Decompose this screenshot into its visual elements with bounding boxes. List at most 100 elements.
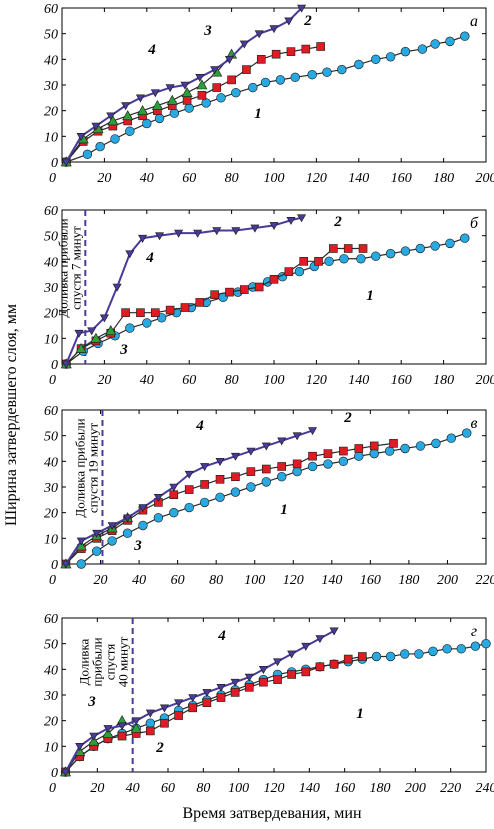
series-1-label: 1 xyxy=(366,288,374,304)
series-4-point xyxy=(230,678,240,687)
series-1-point xyxy=(125,323,135,333)
x-tick-label: 220 xyxy=(440,781,461,796)
series-4-point xyxy=(76,537,86,546)
series-2-point xyxy=(121,308,130,317)
y-tick-label: 30 xyxy=(43,689,58,704)
x-tick-label: 0 xyxy=(49,171,56,186)
series-1-point xyxy=(142,118,152,129)
series-4-point xyxy=(286,216,296,225)
series-4-point xyxy=(184,470,194,479)
series-2-point xyxy=(169,490,179,500)
x-tick-label: 140 xyxy=(348,171,369,186)
series-2-point xyxy=(215,474,225,484)
series-4-point xyxy=(106,112,116,121)
x-tick-label: 60 xyxy=(182,171,196,186)
series-1-point xyxy=(154,113,165,124)
series-1-point xyxy=(400,46,411,57)
series-4-point xyxy=(269,25,279,34)
series-3-point xyxy=(130,722,142,733)
series-1-point xyxy=(260,77,271,88)
series-4-point xyxy=(159,704,169,713)
series-4-point xyxy=(277,437,287,446)
series-4-point xyxy=(195,74,205,82)
series-1-point xyxy=(369,448,379,459)
series-3-label: 3 xyxy=(203,23,212,39)
plot-frame xyxy=(61,209,487,365)
series-1-point xyxy=(414,649,424,659)
series-1-point xyxy=(125,126,135,136)
x-tick-label: 220 xyxy=(476,573,494,588)
series-2-point xyxy=(343,654,353,664)
series-4 xyxy=(61,214,307,369)
series-4-point xyxy=(169,483,179,492)
x-tick-label: 180 xyxy=(433,373,454,388)
series-1 xyxy=(76,428,472,569)
series-2-label: 2 xyxy=(155,740,164,756)
series-2-point xyxy=(150,308,160,317)
x-tick-label: 40 xyxy=(140,373,154,388)
series-1-point xyxy=(294,266,305,277)
series-4-point xyxy=(91,122,101,131)
panel-letter: в xyxy=(471,415,478,432)
series-2-point xyxy=(273,675,282,684)
series-1-point xyxy=(470,641,481,651)
series-1-point xyxy=(446,433,457,443)
series-2-point xyxy=(136,308,145,317)
x-tick-label: 100 xyxy=(228,781,249,796)
series-2-point xyxy=(316,42,325,51)
y-tick-label: 40 xyxy=(44,455,58,470)
series-1-point xyxy=(292,466,302,477)
series-2-point xyxy=(354,444,364,453)
series-1-point xyxy=(248,82,258,93)
series-1-point xyxy=(184,502,194,513)
series-4-point xyxy=(165,84,175,93)
x-tick-label: 120 xyxy=(306,171,327,186)
series-1-point xyxy=(184,103,194,113)
series-4-point xyxy=(174,229,184,238)
series-3-point xyxy=(105,325,117,335)
y-axis-label: Ширина затвердевшего слоя, мм xyxy=(3,304,20,526)
series-1-point xyxy=(385,651,396,662)
series-2-point xyxy=(358,652,367,661)
series-4 xyxy=(61,427,318,569)
series-1-point xyxy=(246,482,256,492)
series-4-point xyxy=(297,214,307,223)
x-tick-label: 100 xyxy=(244,573,265,588)
panels: 0102030405060020406080100120140160180200… xyxy=(43,2,494,796)
series-4-label: 4 xyxy=(145,250,154,266)
series-1-point xyxy=(337,64,347,75)
x-tick-label: 160 xyxy=(391,373,412,388)
y-tick-label: 0 xyxy=(51,766,58,781)
y-tick-label: 20 xyxy=(44,507,58,522)
pouring-annotation-line: Доливка xyxy=(77,638,92,685)
series-4-point xyxy=(269,222,279,231)
x-tick-label: 100 xyxy=(264,373,285,388)
series-2-point xyxy=(225,287,234,297)
x-tick-label: 240 xyxy=(476,781,494,796)
series-4-point xyxy=(150,89,160,98)
series-2-point xyxy=(240,285,249,294)
series-1-point xyxy=(82,149,93,160)
series-1-point xyxy=(462,428,472,438)
series-1-point xyxy=(230,487,241,497)
series-3-point xyxy=(107,115,119,126)
series-1-point xyxy=(76,559,86,569)
series-2-point xyxy=(165,305,175,315)
series-2-point xyxy=(343,244,353,253)
y-tick-label: 10 xyxy=(44,740,58,755)
series-1-point xyxy=(153,513,164,523)
series-3-point xyxy=(88,735,100,746)
series-1-point xyxy=(261,477,271,487)
series-1-point xyxy=(481,638,491,649)
x-tick-label: 0 xyxy=(49,573,56,588)
y-tick-label: 50 xyxy=(44,430,58,445)
series-2-point xyxy=(369,441,379,451)
series-4-point xyxy=(261,442,271,451)
series-4-point xyxy=(89,732,99,741)
series-4-point xyxy=(76,133,86,141)
series-4-point xyxy=(216,683,226,692)
series-4-point xyxy=(292,432,302,441)
series-1-point xyxy=(428,646,438,657)
series-1-point xyxy=(275,75,286,85)
series-2-point xyxy=(160,718,169,728)
